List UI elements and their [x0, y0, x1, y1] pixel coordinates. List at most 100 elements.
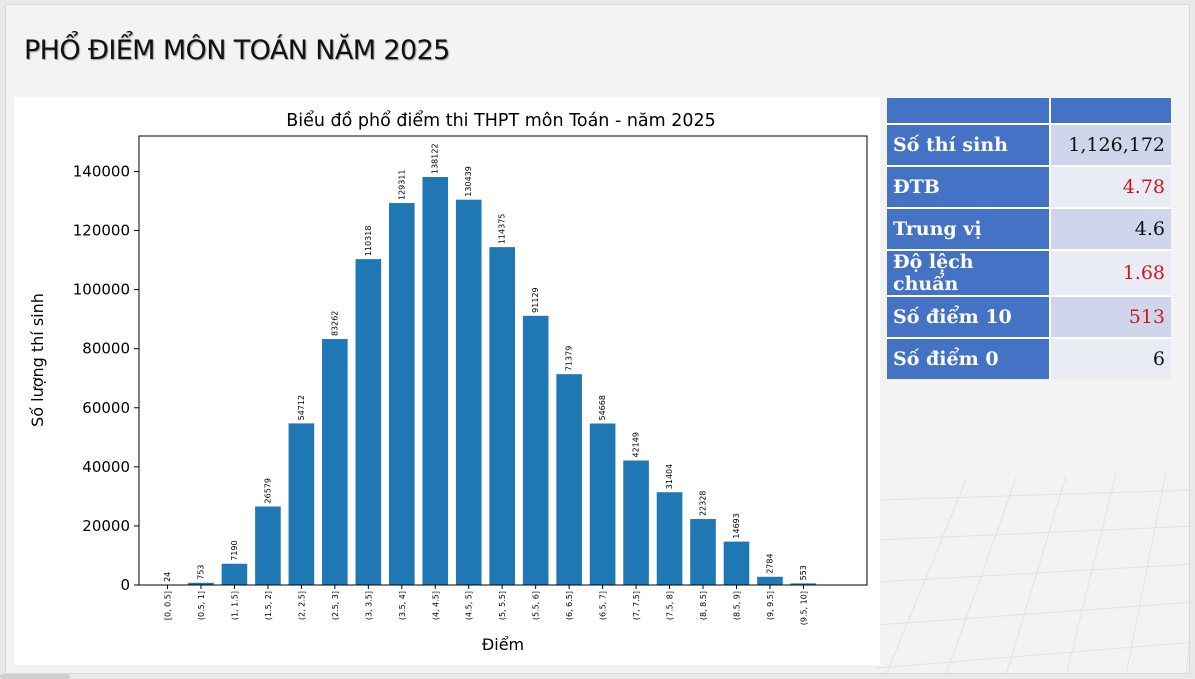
x-tick-label: (5.5, 6]	[532, 591, 541, 620]
bar-value-label: 22328	[699, 491, 708, 516]
bar	[355, 259, 382, 585]
bar	[221, 563, 248, 585]
bar	[288, 423, 315, 585]
stats-row-trung-vi: Trung vị 4.6	[887, 207, 1171, 249]
stats-row-do-lech-chuan: Độ lệch chuẩn 1.68	[887, 249, 1171, 295]
x-tick-label: (9, 9.5]	[766, 591, 775, 620]
x-tick-label: (0.5, 1]	[197, 591, 206, 620]
x-tick-label: (6, 6.5]	[565, 591, 574, 620]
stat-value: 1,126,172	[1051, 123, 1171, 165]
bar	[656, 492, 683, 585]
bar-value-label: 42149	[632, 432, 641, 457]
slide: PHỔ ĐIỂM MÔN TOÁN NĂM 2025 Biểu đồ phổ đ…	[5, 4, 1190, 674]
decorative-grid-floor	[876, 471, 1189, 673]
stat-value: 1.68	[1051, 249, 1171, 295]
y-tick-label: 120000	[73, 222, 130, 240]
stat-value: 513	[1051, 295, 1171, 337]
x-tick-label: (9.5, 10]	[799, 591, 808, 625]
x-tick-label: (1, 1.5]	[230, 591, 239, 620]
stat-value: 4.6	[1051, 207, 1171, 249]
stats-row-dtb: ĐTB 4.78	[887, 165, 1171, 207]
bar-group: 24 753 7190 26579 54712 83262 110318 129311 1381…	[154, 143, 817, 586]
bar-value-label: 753	[196, 564, 205, 579]
bar-value-label: 129311	[397, 169, 406, 200]
bar-value-label: 2784	[765, 553, 774, 573]
bar	[388, 203, 415, 586]
x-tick-label: (7, 7.5]	[632, 591, 641, 620]
stat-value: 6	[1051, 337, 1171, 379]
bar-value-label: 114375	[498, 214, 507, 245]
bar	[589, 423, 616, 585]
x-tick-label: (5, 5.5]	[498, 591, 507, 620]
bar-value-label: 14693	[732, 513, 741, 538]
page-title: PHỔ ĐIỂM MÔN TOÁN NĂM 2025	[24, 35, 450, 66]
x-tick-label: (2.5, 3]	[331, 591, 340, 620]
x-tick-label: (6.5, 7]	[599, 591, 608, 620]
stats-row-so-diem-10: Số điểm 10 513	[887, 295, 1171, 337]
bar-value-label: 7190	[230, 540, 239, 560]
bar-value-label: 138122	[431, 143, 440, 174]
bar	[255, 506, 281, 585]
bar-chart: Biểu đồ phổ điểm thi THPT môn Toán - năm…	[28, 110, 868, 654]
y-axis: 0 20000 40000 60000 80000 100000 120000 140000	[73, 162, 139, 594]
x-tick-label: (3.5, 4]	[398, 591, 407, 620]
bar	[522, 315, 549, 585]
plot-frame	[138, 135, 868, 586]
x-tick-label: (4, 4.5]	[431, 591, 440, 620]
stats-row-so-diem-0: Số điểm 0 6	[887, 337, 1171, 379]
bar	[690, 519, 716, 585]
stat-label: Độ lệch chuẩn	[887, 249, 1051, 295]
stats-header-cell	[1051, 98, 1171, 123]
y-tick-label: 80000	[82, 340, 130, 358]
x-axis: [0, 0.5] (0.5, 1] (1, 1.5] (1.5, 2] (2, 2.5]…	[164, 585, 808, 625]
bar	[790, 583, 817, 585]
x-tick-label: (3, 3.5]	[364, 591, 373, 620]
bar-value-label: 91129	[531, 287, 540, 312]
bar	[422, 176, 449, 585]
stat-label: Số thí sinh	[887, 123, 1051, 165]
bar-value-label: 110318	[364, 226, 373, 257]
bar	[757, 576, 783, 585]
bar	[322, 339, 348, 585]
y-tick-label: 60000	[82, 399, 130, 417]
x-tick-label: (4.5, 5]	[465, 591, 474, 620]
x-tick-label: (7.5, 8]	[666, 591, 675, 620]
x-tick-label: (1.5, 2]	[264, 591, 273, 620]
stat-label: ĐTB	[887, 165, 1051, 207]
x-tick-label: (8, 8.5]	[699, 591, 708, 620]
bar	[455, 199, 482, 585]
y-axis-label: Số lượng thí sinh	[28, 293, 47, 427]
y-tick-label: 20000	[82, 517, 130, 535]
chart-title: Biểu đồ phổ điểm thi THPT môn Toán - năm…	[286, 110, 716, 131]
bar-value-label: 54668	[598, 395, 607, 420]
bar-value-label: 83262	[330, 311, 339, 336]
y-tick-label: 0	[120, 576, 130, 594]
bar	[489, 247, 515, 585]
stats-header-row	[887, 98, 1171, 123]
bar-value-label: 54712	[297, 395, 306, 420]
y-tick-label: 100000	[73, 281, 130, 299]
bar	[723, 541, 750, 585]
bar	[623, 460, 649, 585]
x-axis-label: Điểm	[482, 635, 524, 654]
stats-table: Số thí sinh 1,126,172 ĐTB 4.78 Trung vị …	[887, 98, 1171, 379]
stat-label: Số điểm 0	[887, 337, 1051, 379]
y-tick-label: 40000	[82, 458, 130, 476]
bar-value-label: 553	[799, 565, 808, 580]
stat-label: Số điểm 10	[887, 295, 1051, 337]
bar-value-label: 71379	[565, 346, 574, 371]
x-tick-label: [0, 0.5]	[164, 591, 173, 620]
bar-value-label: 31404	[665, 464, 674, 489]
bar	[188, 582, 214, 585]
x-tick-label: (8.5, 9]	[732, 591, 741, 620]
bar-value-label: 24	[163, 572, 172, 582]
scroll-indicator[interactable]	[0, 674, 70, 679]
x-tick-label: (2, 2.5]	[297, 591, 306, 620]
bar-value-label: 130439	[464, 166, 473, 197]
stat-value: 4.78	[1051, 165, 1171, 207]
bar-value-label: 26579	[263, 478, 272, 503]
bar	[556, 374, 582, 585]
chart-panel: Biểu đồ phổ điểm thi THPT môn Toán - năm…	[14, 97, 880, 665]
stats-row-so-thi-sinh: Số thí sinh 1,126,172	[887, 123, 1171, 165]
stat-label: Trung vị	[887, 207, 1051, 249]
